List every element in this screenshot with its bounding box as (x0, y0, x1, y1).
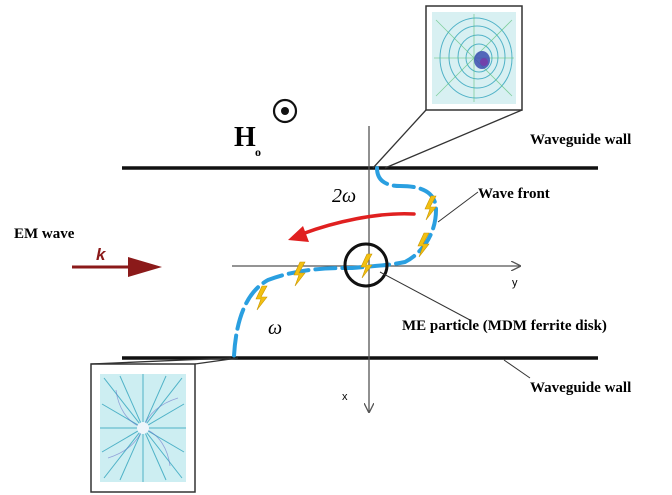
me-particle-label: ME particle (MDM ferrite disk) (402, 318, 607, 334)
wave-front-curve (232, 166, 439, 358)
h-field-subscript: o (255, 145, 261, 159)
h-field-label: H (234, 122, 256, 153)
h-field-dot (281, 107, 289, 115)
marker-5 (255, 285, 268, 311)
bottom-inset-connector-2 (194, 357, 239, 365)
marker-1 (424, 195, 437, 221)
bottom-inset-connector-1 (90, 357, 232, 365)
rotation-arrow-2omega (300, 211, 416, 236)
em-wave-label: EM wave (14, 226, 75, 242)
axis-y-label: y (512, 277, 518, 289)
rotation-arrowhead (288, 226, 309, 242)
top-inset-connector-2 (384, 109, 523, 169)
em-wave-arrowhead (128, 257, 162, 277)
marker-4 (293, 261, 306, 287)
me-particle-circle (343, 242, 389, 288)
h-field-out-of-plane-icon (272, 98, 298, 124)
k-label: k (96, 245, 107, 264)
marker-3 (360, 253, 373, 279)
wave-front-leader (437, 191, 479, 223)
waveguide-wall-bottom-label: Waveguide wall (530, 380, 631, 396)
waveguide-wall-top-label: Waveguide wall (530, 132, 631, 148)
omega-label: ω (268, 317, 282, 339)
axis-x-label: x (342, 391, 348, 403)
wave-front-label: Wave front (478, 186, 550, 202)
waveguide-wall-bottom-leader (503, 359, 531, 379)
me-particle-leader (379, 271, 471, 321)
wave-front-markers (255, 195, 437, 311)
top-inset-vortex-pattern (432, 12, 516, 104)
bottom-inset-radial-pattern (100, 374, 186, 482)
marker-2 (417, 232, 430, 258)
top-inset-connector-1 (372, 109, 427, 169)
two-omega-label: 2ω (332, 185, 356, 207)
